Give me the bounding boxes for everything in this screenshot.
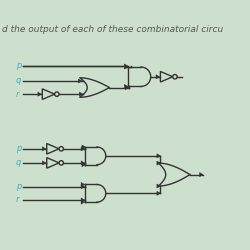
Text: p: p	[16, 144, 21, 153]
Text: p: p	[16, 182, 21, 191]
Polygon shape	[42, 161, 46, 165]
Polygon shape	[79, 92, 83, 96]
Text: r: r	[16, 196, 19, 204]
Polygon shape	[42, 147, 46, 151]
Polygon shape	[157, 184, 160, 188]
Polygon shape	[156, 75, 160, 79]
Polygon shape	[157, 191, 160, 196]
Text: r: r	[16, 90, 19, 99]
Text: q: q	[16, 76, 21, 86]
Circle shape	[59, 161, 64, 165]
Polygon shape	[81, 200, 84, 204]
Polygon shape	[81, 184, 84, 189]
Polygon shape	[82, 162, 86, 167]
Circle shape	[55, 92, 59, 96]
Polygon shape	[157, 161, 160, 165]
Polygon shape	[124, 64, 128, 68]
Polygon shape	[124, 65, 128, 69]
Circle shape	[173, 74, 177, 79]
Text: q: q	[16, 158, 21, 168]
Polygon shape	[124, 84, 128, 88]
Polygon shape	[200, 172, 203, 177]
Polygon shape	[38, 92, 42, 96]
Polygon shape	[78, 79, 82, 83]
Polygon shape	[81, 161, 84, 165]
Polygon shape	[81, 147, 84, 151]
Polygon shape	[81, 182, 84, 186]
Polygon shape	[157, 154, 160, 158]
Circle shape	[59, 146, 64, 151]
Text: d the output of each of these combinatorial circu: d the output of each of these combinator…	[2, 26, 223, 35]
Polygon shape	[81, 198, 84, 202]
Text: p: p	[16, 62, 21, 70]
Polygon shape	[82, 145, 86, 149]
Polygon shape	[125, 86, 129, 90]
